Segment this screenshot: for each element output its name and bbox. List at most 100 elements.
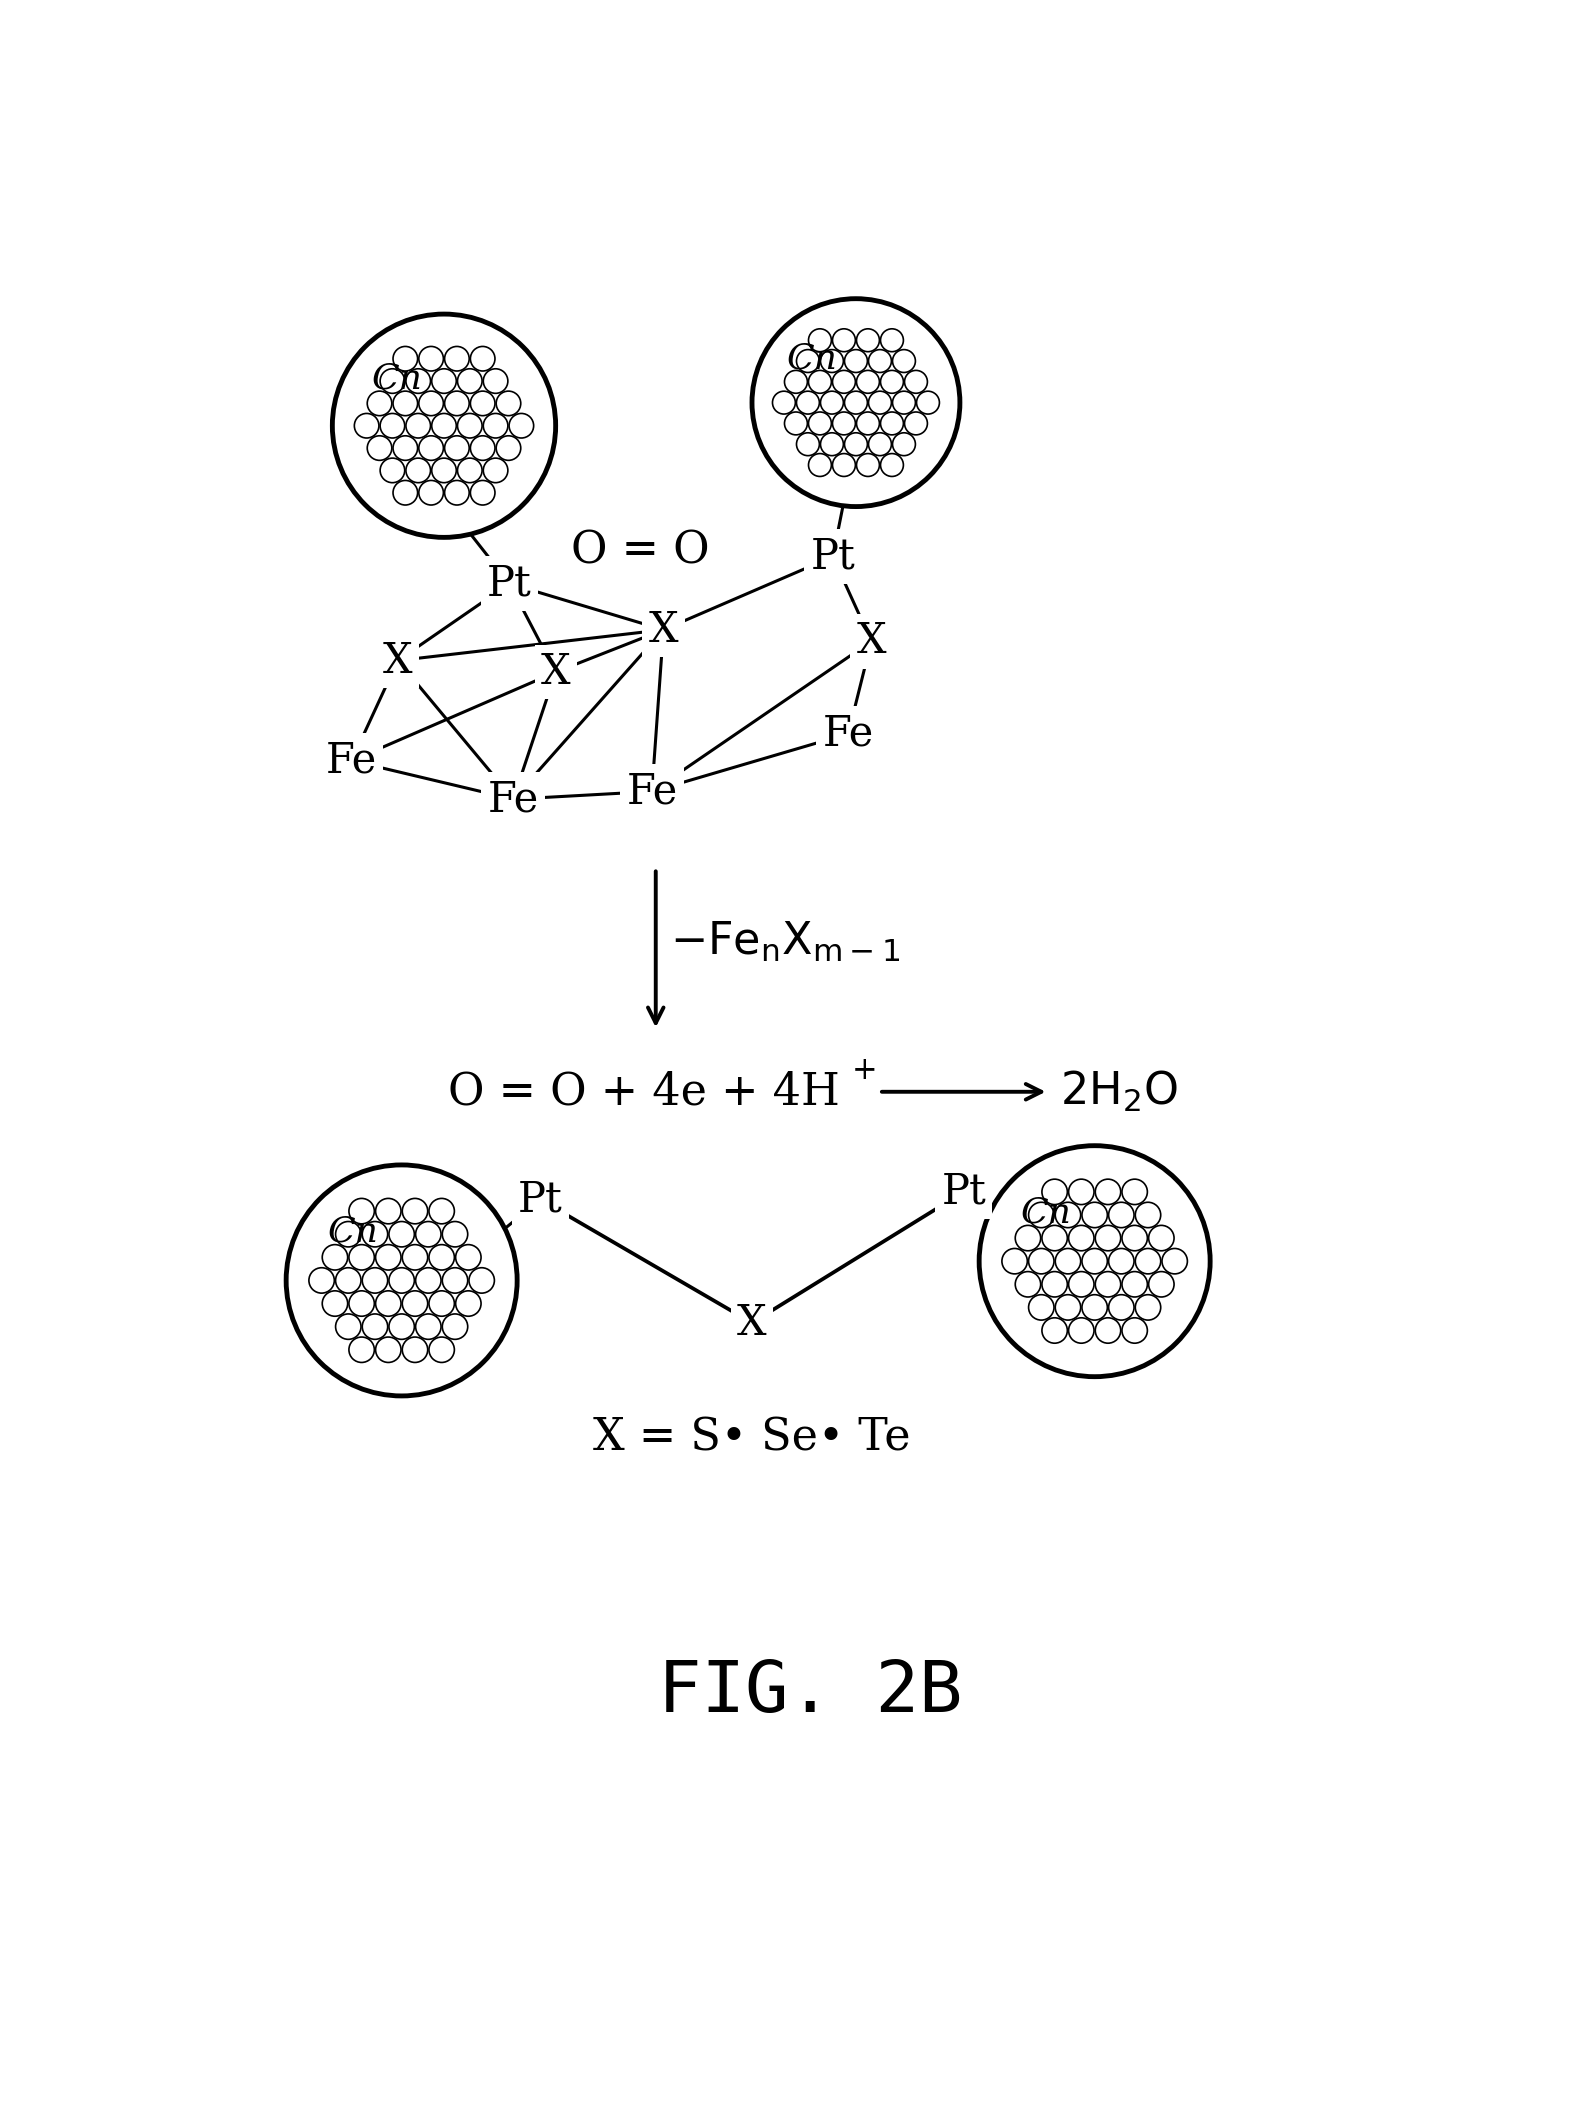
Circle shape [496, 436, 521, 461]
Circle shape [431, 459, 457, 482]
Circle shape [354, 414, 379, 438]
Circle shape [833, 412, 855, 436]
Circle shape [389, 1222, 414, 1248]
Circle shape [419, 436, 444, 461]
Text: Cn: Cn [1021, 1195, 1071, 1229]
Circle shape [1068, 1225, 1093, 1250]
Text: Fe: Fe [488, 778, 539, 821]
Circle shape [322, 1292, 348, 1317]
Circle shape [809, 412, 831, 436]
Circle shape [845, 391, 867, 414]
Circle shape [1029, 1294, 1054, 1319]
Circle shape [880, 370, 904, 393]
Text: X: X [382, 640, 412, 682]
Circle shape [1068, 1271, 1093, 1296]
Text: Pt: Pt [487, 562, 532, 604]
Text: $2\mathrm{H_2O}$: $2\mathrm{H_2O}$ [1060, 1069, 1177, 1115]
Circle shape [444, 436, 469, 461]
Text: +: + [852, 1054, 878, 1086]
Circle shape [893, 391, 915, 414]
Circle shape [880, 328, 904, 351]
Circle shape [1136, 1294, 1161, 1319]
Text: X: X [540, 650, 570, 692]
Circle shape [904, 370, 927, 393]
Text: Cn: Cn [787, 343, 837, 377]
Circle shape [444, 391, 469, 417]
Circle shape [455, 1292, 480, 1317]
Circle shape [980, 1147, 1210, 1376]
Circle shape [442, 1222, 468, 1248]
Circle shape [869, 391, 891, 414]
Circle shape [376, 1336, 401, 1363]
Circle shape [286, 1166, 517, 1395]
Circle shape [785, 412, 807, 436]
Circle shape [1122, 1178, 1147, 1206]
Circle shape [893, 349, 915, 372]
Circle shape [1122, 1271, 1147, 1296]
Circle shape [1041, 1225, 1068, 1250]
Circle shape [496, 391, 521, 417]
Circle shape [376, 1199, 401, 1225]
Text: Cn: Cn [371, 362, 422, 396]
Circle shape [381, 414, 404, 438]
Circle shape [869, 433, 891, 457]
Circle shape [1109, 1248, 1134, 1273]
Circle shape [1095, 1271, 1120, 1296]
Circle shape [419, 480, 444, 505]
Circle shape [820, 391, 844, 414]
Circle shape [1161, 1248, 1188, 1273]
Circle shape [893, 433, 915, 457]
Circle shape [1029, 1201, 1054, 1227]
Text: X = S• Se• Te: X = S• Se• Te [592, 1416, 910, 1460]
Circle shape [416, 1222, 441, 1248]
Circle shape [785, 370, 807, 393]
Circle shape [796, 433, 820, 457]
Circle shape [419, 391, 444, 417]
Circle shape [428, 1336, 455, 1363]
Circle shape [322, 1246, 348, 1271]
Circle shape [428, 1246, 455, 1271]
Text: Pt: Pt [811, 537, 855, 579]
Circle shape [1149, 1225, 1174, 1250]
Circle shape [1109, 1294, 1134, 1319]
Circle shape [381, 459, 404, 482]
Circle shape [389, 1269, 414, 1294]
Circle shape [833, 454, 855, 476]
Circle shape [442, 1269, 468, 1294]
Circle shape [362, 1269, 387, 1294]
Circle shape [509, 414, 534, 438]
Circle shape [833, 328, 855, 351]
Circle shape [1149, 1271, 1174, 1296]
Circle shape [444, 347, 469, 370]
Circle shape [856, 370, 880, 393]
Circle shape [349, 1336, 374, 1363]
Circle shape [752, 299, 961, 507]
Circle shape [1095, 1317, 1120, 1342]
Circle shape [442, 1313, 468, 1340]
Circle shape [335, 1222, 360, 1248]
Circle shape [444, 480, 469, 505]
Circle shape [471, 391, 495, 417]
Text: X: X [738, 1302, 766, 1344]
Circle shape [1016, 1271, 1041, 1296]
Circle shape [335, 1269, 360, 1294]
Circle shape [332, 313, 556, 537]
Circle shape [393, 391, 417, 417]
Circle shape [1136, 1248, 1161, 1273]
Circle shape [393, 347, 417, 370]
Circle shape [362, 1313, 387, 1340]
Circle shape [376, 1292, 401, 1317]
Circle shape [458, 414, 482, 438]
Circle shape [471, 347, 495, 370]
Circle shape [796, 349, 820, 372]
Circle shape [1041, 1271, 1068, 1296]
Circle shape [389, 1313, 414, 1340]
Circle shape [393, 480, 417, 505]
Circle shape [1016, 1225, 1041, 1250]
Circle shape [362, 1222, 387, 1248]
Text: X: X [856, 621, 886, 663]
Circle shape [349, 1199, 374, 1225]
Circle shape [1109, 1201, 1134, 1227]
Circle shape [406, 414, 430, 438]
Circle shape [1082, 1248, 1108, 1273]
